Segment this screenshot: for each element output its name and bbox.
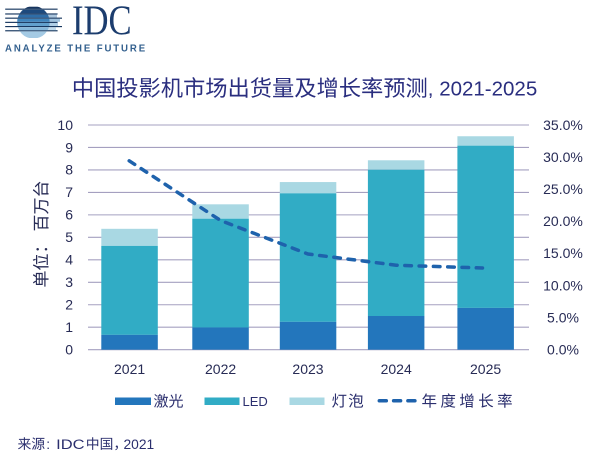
svg-text:2: 2 (65, 297, 73, 313)
svg-text:30.0%: 30.0% (543, 149, 583, 165)
svg-text:20.0%: 20.0% (543, 213, 583, 229)
svg-text:8: 8 (65, 162, 73, 178)
svg-text:3: 3 (65, 274, 73, 290)
svg-text:ANALYZE THE FUTURE: ANALYZE THE FUTURE (5, 44, 147, 55)
svg-text:IDC: IDC (56, 437, 84, 453)
svg-text:10.0%: 10.0% (543, 277, 583, 293)
svg-text:, 2021-2025: , 2021-2025 (428, 78, 537, 101)
svg-text:2022: 2022 (205, 361, 236, 377)
svg-text:0.0%: 0.0% (547, 342, 579, 358)
svg-text:9: 9 (65, 139, 73, 155)
svg-text:4: 4 (65, 252, 73, 268)
svg-text:2021: 2021 (114, 361, 145, 377)
svg-text:2024: 2024 (381, 361, 412, 377)
svg-text:2021: 2021 (124, 437, 155, 452)
svg-text:2023: 2023 (292, 361, 323, 377)
svg-text:10: 10 (57, 117, 73, 133)
svg-text:7: 7 (65, 184, 73, 200)
svg-text:LED: LED (243, 394, 268, 409)
svg-text:15.0%: 15.0% (543, 245, 583, 261)
svg-text::: : (46, 437, 50, 452)
svg-text:25.0%: 25.0% (543, 181, 583, 197)
svg-text:IDC: IDC (72, 0, 132, 44)
svg-text:1: 1 (65, 319, 73, 335)
svg-text:5: 5 (65, 229, 73, 245)
svg-text:5.0%: 5.0% (547, 309, 579, 325)
svg-text:6: 6 (65, 207, 73, 223)
svg-text:35.0%: 35.0% (543, 117, 583, 133)
svg-text:0: 0 (65, 342, 73, 358)
svg-text:2025: 2025 (470, 361, 501, 377)
